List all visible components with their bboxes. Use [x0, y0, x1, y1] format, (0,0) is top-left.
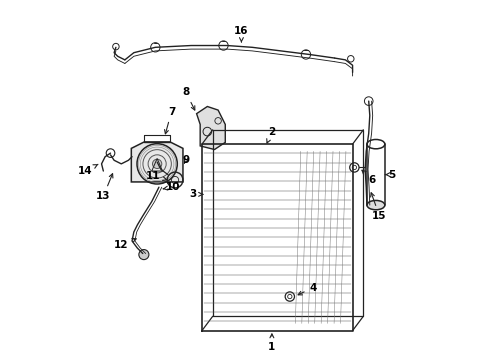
Text: 11: 11: [147, 171, 167, 181]
Polygon shape: [196, 107, 225, 149]
Text: 13: 13: [96, 174, 113, 201]
Text: 1: 1: [268, 334, 275, 352]
Text: 14: 14: [78, 164, 98, 176]
Ellipse shape: [367, 201, 385, 210]
Text: 2: 2: [267, 127, 275, 143]
Circle shape: [139, 249, 149, 260]
Text: 4: 4: [298, 283, 317, 295]
Circle shape: [152, 159, 162, 168]
Text: 16: 16: [234, 26, 248, 42]
Text: 10: 10: [163, 182, 180, 192]
Text: 15: 15: [370, 193, 387, 221]
Text: 3: 3: [189, 189, 203, 199]
Text: 9: 9: [182, 155, 190, 165]
Text: 7: 7: [165, 107, 175, 134]
Text: 12: 12: [114, 238, 136, 249]
Text: 8: 8: [182, 87, 195, 110]
Text: 6: 6: [362, 170, 376, 185]
Polygon shape: [131, 142, 183, 182]
Text: 5: 5: [386, 170, 395, 180]
